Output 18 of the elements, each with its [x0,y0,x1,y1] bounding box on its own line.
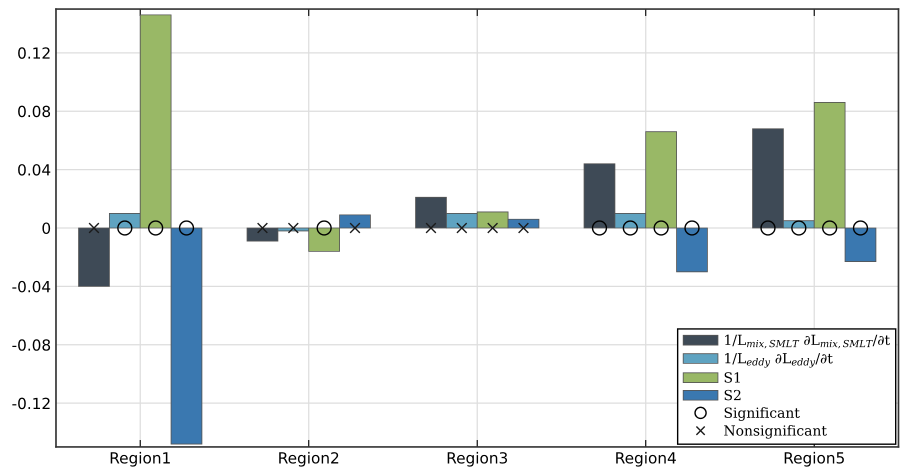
y-tick-label: -0.12 [12,398,50,410]
y-tick-label: 0.12 [18,47,50,59]
x-tick-label: Region5 [784,452,844,467]
x-tick-label: Region4 [616,452,676,467]
legend-label: 1/L$_{eddy}$ ∂L$_{eddy}$/∂t [725,352,833,368]
y-tick-label: -0.04 [12,280,50,292]
y-tick-label: 0 [42,222,50,234]
legend-label: S2 [724,390,740,400]
x-tick-label: Region1 [110,452,170,467]
y-tick-label: 0.08 [18,106,50,118]
x-tick-label: Region3 [448,452,508,467]
legend-label: S1 [724,372,740,383]
y-tick-label: -0.08 [12,339,50,351]
legend-label: Nonsignificant [724,425,827,439]
x-tick-label: Region2 [279,452,338,467]
legend-label: 1/L$_{mix,SMLT}$ ∂L$_{mix,SMLT}$/∂t [725,334,890,348]
legend-label: Significant [724,407,800,421]
y-tick-label: 0.04 [18,164,50,176]
